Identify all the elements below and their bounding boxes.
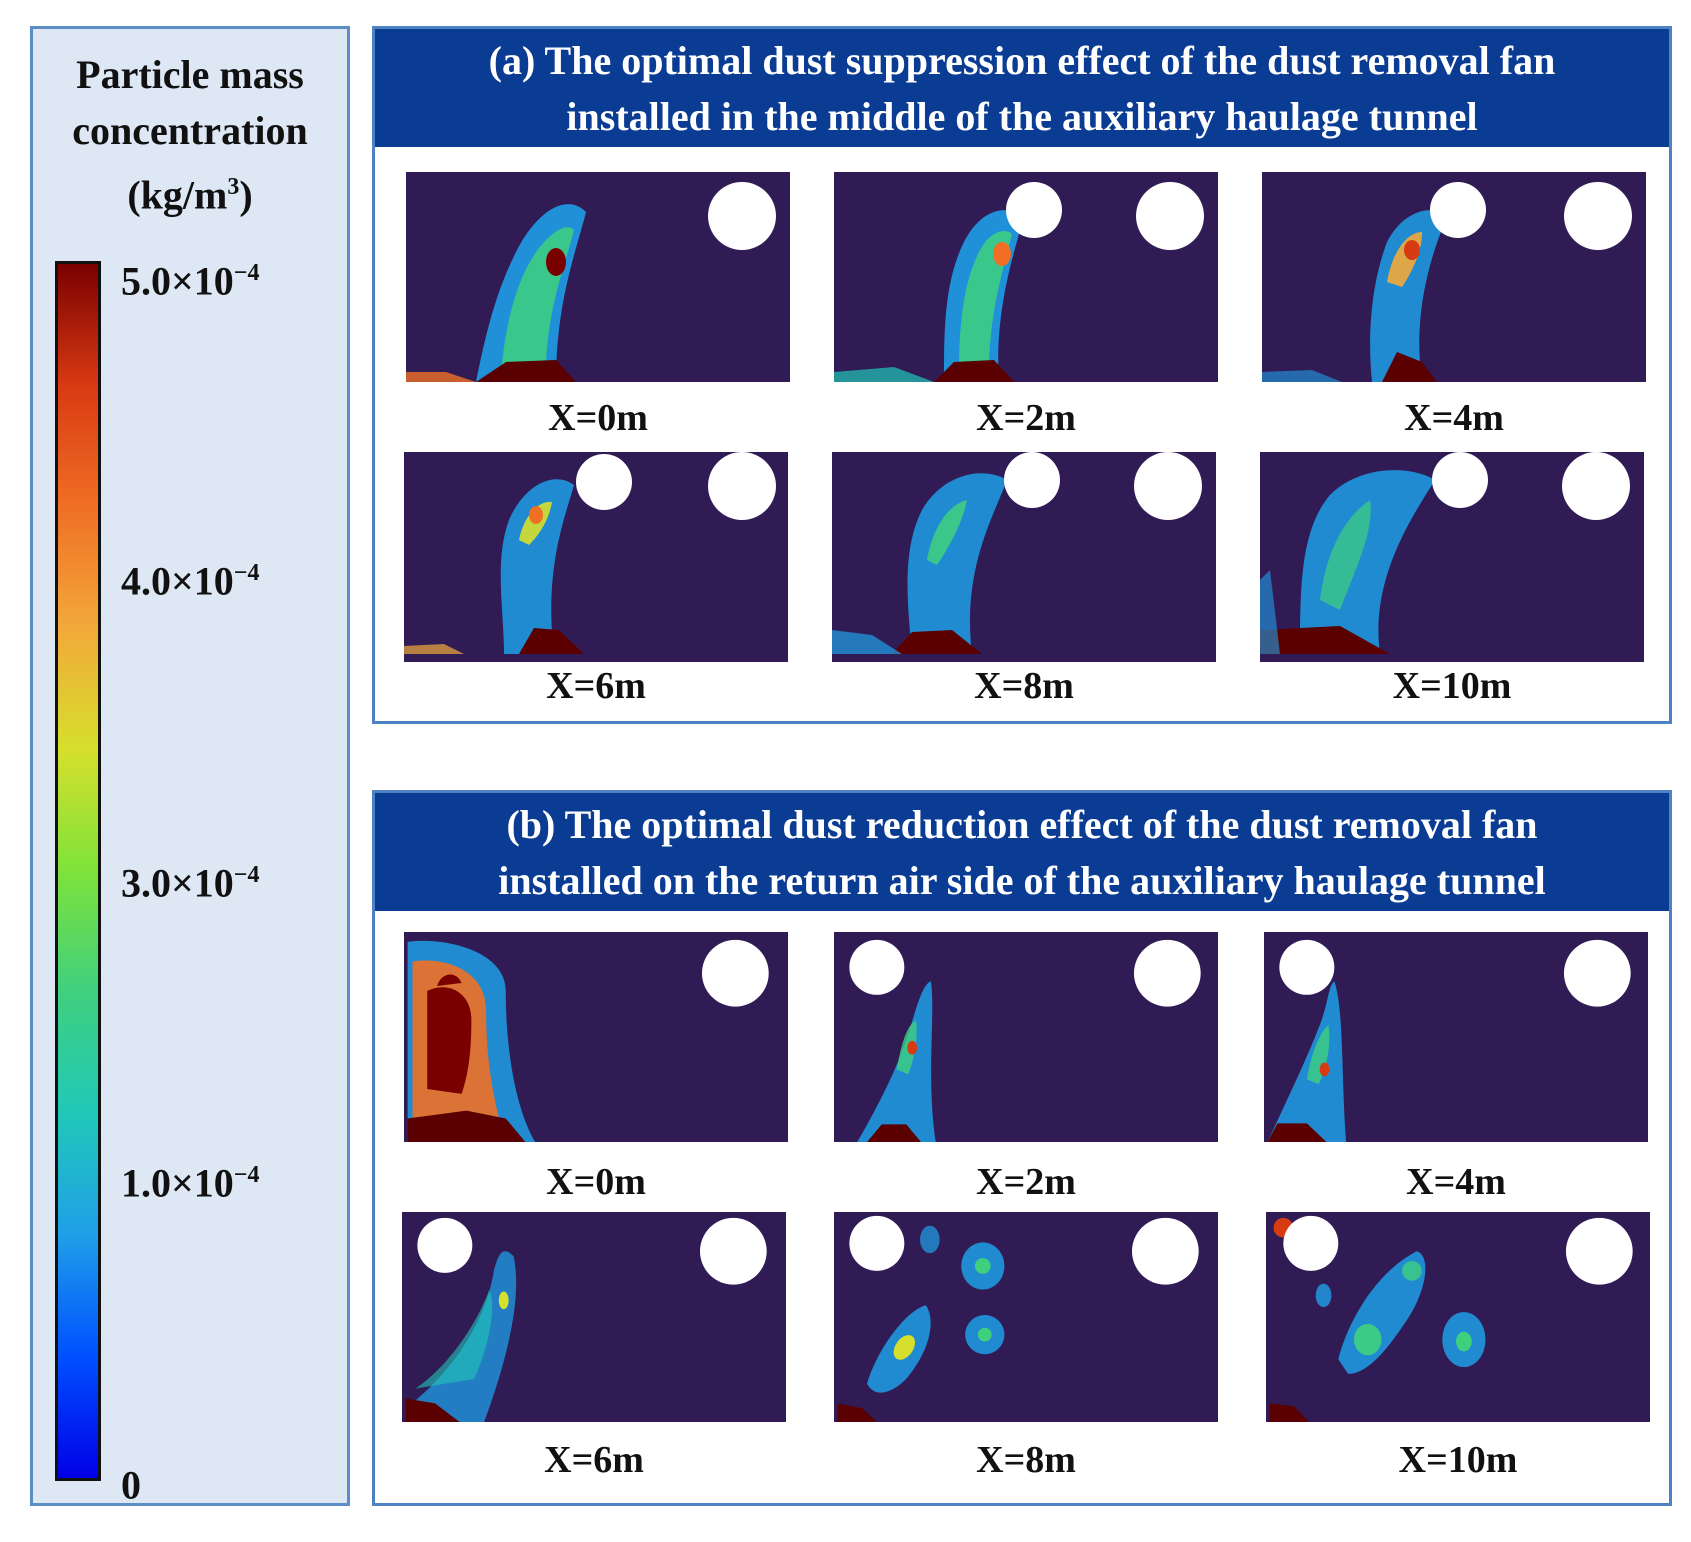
- contour-b-x0: [404, 932, 788, 1142]
- contour-a-x2-plot: [834, 182, 1204, 382]
- contour-b-x0-plot: [407, 939, 769, 1142]
- caption-b-x0: X=0m: [546, 1161, 646, 1203]
- contour-b-x10: [1266, 1212, 1650, 1422]
- contour-a-x2: [834, 172, 1218, 382]
- legend-title: Particle mass concentration (kg/m3): [33, 47, 347, 223]
- colorbar-legend: Particle mass concentration (kg/m3) 5.0×…: [30, 26, 350, 1506]
- caption-a-x0: X=0m: [548, 397, 648, 439]
- tick-label-4e-4: 4.0×10−4: [121, 558, 260, 604]
- contour-b-x2-plot: [849, 939, 1201, 1142]
- panel-a-title: (a) The optimal dust suppression effect …: [375, 29, 1669, 147]
- contour-a-x0: [406, 172, 790, 382]
- contour-a-x8-plot: [832, 452, 1202, 654]
- tick-label-1e-4: 1.0×10−4: [121, 1160, 260, 1206]
- contour-b-x4-plot: [1267, 939, 1631, 1142]
- colorbar: [55, 261, 101, 1481]
- caption-a-x10: X=10m: [1392, 665, 1512, 707]
- contour-a-x4-plot: [1262, 182, 1632, 382]
- tick-label-5e-4: 5.0×10−4: [121, 258, 260, 304]
- contour-b-x2: [834, 932, 1218, 1142]
- contour-a-x8: [832, 452, 1216, 662]
- caption-b-x8: X=8m: [976, 1439, 1076, 1481]
- contour-b-x8: [834, 1212, 1218, 1422]
- contour-b-x8-plot: [837, 1215, 1199, 1422]
- contour-a-x10-plot: [1260, 452, 1630, 654]
- contour-a-x6-plot: [404, 452, 776, 654]
- caption-a-x6: X=6m: [546, 665, 646, 707]
- legend-title-line-3: (kg/m3): [127, 172, 253, 218]
- caption-b-x10: X=10m: [1398, 1439, 1518, 1481]
- contour-b-x6: [402, 1212, 786, 1422]
- tick-label-0: 0: [121, 1462, 141, 1508]
- caption-a-x8: X=8m: [974, 665, 1074, 707]
- contour-b-x6-plot: [405, 1217, 767, 1422]
- contour-a-x0-plot: [406, 182, 776, 382]
- contour-b-x10-plot: [1269, 1215, 1633, 1422]
- panel-b-title: (b) The optimal dust reduction effect of…: [375, 793, 1669, 911]
- caption-b-x2: X=2m: [976, 1161, 1076, 1203]
- contour-b-x4: [1264, 932, 1648, 1142]
- caption-b-x6: X=6m: [544, 1439, 644, 1481]
- caption-b-x4: X=4m: [1406, 1161, 1506, 1203]
- contour-a-x4: [1262, 172, 1646, 382]
- contour-a-x10: [1260, 452, 1644, 662]
- legend-title-line-2: concentration: [72, 108, 308, 153]
- caption-a-x2: X=2m: [976, 397, 1076, 439]
- contour-a-x6: [404, 452, 788, 662]
- caption-a-x4: X=4m: [1404, 397, 1504, 439]
- legend-title-line-1: Particle mass: [76, 52, 304, 97]
- tick-label-3e-4: 3.0×10−4: [121, 860, 260, 906]
